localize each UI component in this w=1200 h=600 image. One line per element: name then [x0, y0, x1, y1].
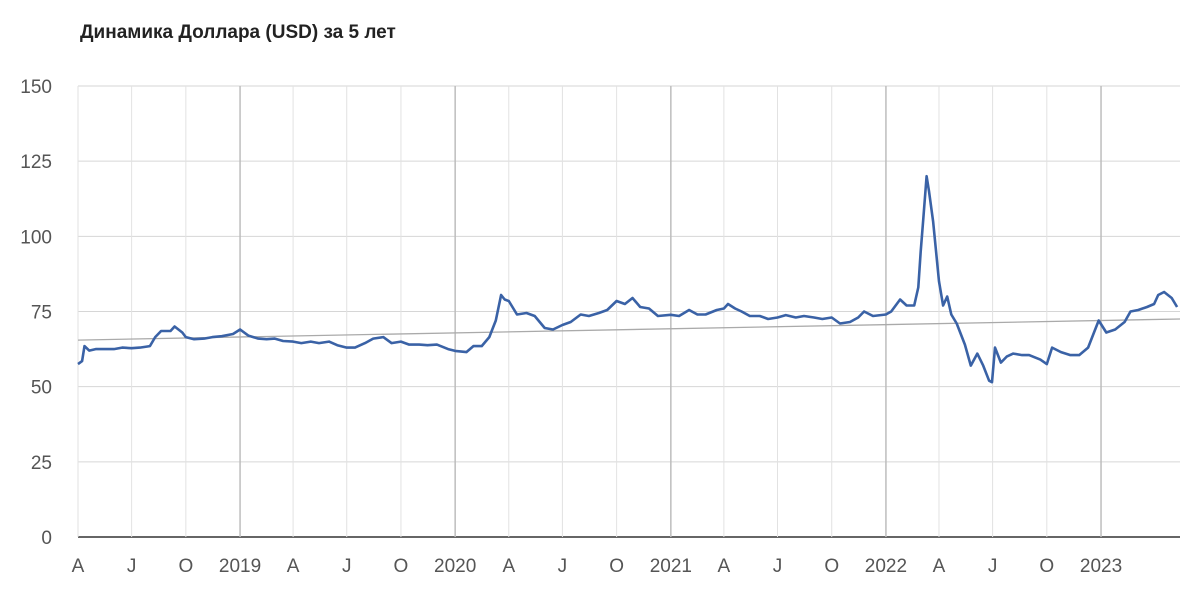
y-tick-label: 125 [20, 152, 52, 173]
x-tick-label: O [824, 556, 839, 577]
x-tick-label: O [178, 556, 193, 577]
series-layer [77, 174, 1181, 384]
x-tick-label: O [609, 556, 624, 577]
y-tick-label: 75 [31, 303, 52, 324]
x-tick-label: J [342, 556, 352, 577]
x-tick-label: A [287, 556, 300, 577]
x-tick-label: 2019 [219, 556, 261, 577]
x-tick-label: A [718, 556, 731, 577]
usd-rate-line [77, 174, 1179, 384]
x-tick-label: 2020 [434, 556, 476, 577]
x-tick-label: J [558, 556, 568, 577]
y-axis-ticks: 0 25 50 75 100 125 150 [20, 77, 52, 549]
y-tick-label: 100 [20, 227, 52, 248]
x-tick-label: 2023 [1080, 556, 1122, 577]
x-tick-label: J [988, 556, 998, 577]
x-tick-label: O [394, 556, 409, 577]
chart-title: Динамика Доллара (USD) за 5 лет [80, 22, 396, 43]
x-tick-label: A [502, 556, 515, 577]
y-tick-label: 25 [31, 453, 52, 474]
grid [77, 85, 1180, 538]
x-tick-label: J [127, 556, 137, 577]
x-axis-ticks: A J O 2019 A J O 2020 A J O 2021 A J O 2022 A J O 2023 [72, 556, 1123, 577]
y-tick-label: 50 [31, 378, 52, 399]
y-tick-label: 150 [20, 77, 52, 98]
x-tick-label: J [773, 556, 783, 577]
trend-line [77, 318, 1181, 341]
y-tick-label: 0 [41, 528, 52, 549]
x-tick-label: 2021 [650, 556, 692, 577]
x-tick-label: A [933, 556, 946, 577]
x-tick-label: 2022 [865, 556, 907, 577]
x-tick-label: A [72, 556, 85, 577]
x-tick-label: O [1039, 556, 1054, 577]
